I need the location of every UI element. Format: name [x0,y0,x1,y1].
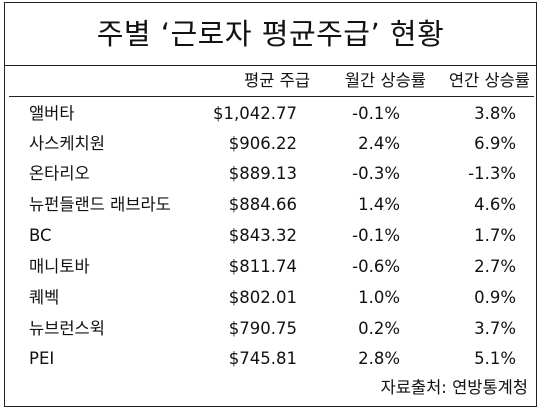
region-name: 사스케치원 [29,134,105,153]
monthly-growth: 0.2% [358,319,400,338]
annual-growth: -1.3% [468,164,516,183]
annual-growth: 6.9% [474,134,516,153]
annual-growth: 3.7% [474,319,516,338]
avg-weekly-wage: $811.74 [228,257,297,276]
annual-growth: 2.7% [474,257,516,276]
region-name: 매니토바 [29,257,90,276]
avg-weekly-wage: $802.01 [228,288,297,307]
monthly-growth: 1.4% [358,195,400,214]
monthly-growth: 2.4% [358,134,400,153]
header-divider [9,96,534,97]
annual-growth: 1.7% [474,226,516,245]
monthly-growth: 2.8% [358,349,400,368]
header-avg-weekly-wage: 평균 주급 [244,71,310,90]
wage-table: 주별 ‘근로자 평균주급’ 현황 평균 주급 월간 상승률 연간 상승률 앨버타… [4,2,537,407]
region-name: 뉴브런스윅 [29,319,105,338]
region-name: 앨버타 [29,104,75,123]
region-name: 퀘벡 [29,288,60,307]
region-name: 뉴펀들랜드 래브라도 [29,195,171,214]
avg-weekly-wage: $745.81 [228,349,297,368]
table-title: 주별 ‘근로자 평균주급’ 현황 [5,3,536,66]
annual-growth: 0.9% [474,288,516,307]
avg-weekly-wage: $843.32 [228,226,297,245]
table-header-row: 평균 주급 월간 상승률 연간 상승률 [5,66,536,96]
annual-growth: 5.1% [474,349,516,368]
region-name: PEI [29,349,55,368]
monthly-growth: -0.1% [352,226,400,245]
monthly-growth: -0.1% [352,104,400,123]
region-name: BC [29,226,52,245]
annual-growth: 4.6% [474,195,516,214]
region-name: 온타리오 [29,164,90,183]
header-annual-growth: 연간 상승률 [448,71,530,90]
avg-weekly-wage: $790.75 [228,319,297,338]
monthly-growth: 1.0% [358,288,400,307]
avg-weekly-wage: $1,042.77 [213,104,297,123]
source-note: 자료출처: 연방통계청 [380,378,528,397]
avg-weekly-wage: $889.13 [228,164,297,183]
header-monthly-growth: 월간 상승률 [344,71,426,90]
monthly-growth: -0.6% [352,257,400,276]
monthly-growth: -0.3% [352,164,400,183]
avg-weekly-wage: $906.22 [228,134,297,153]
avg-weekly-wage: $884.66 [228,195,297,214]
annual-growth: 3.8% [474,104,516,123]
